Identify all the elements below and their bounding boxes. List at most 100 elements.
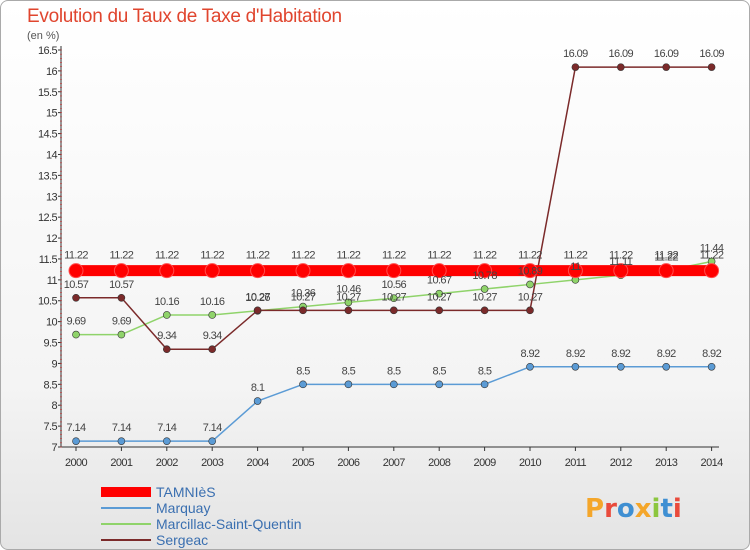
data-label: 10.27 <box>245 291 270 303</box>
data-label: 11.11 <box>609 256 632 268</box>
data-label: 11.22 <box>564 250 588 262</box>
legend-label: Marcillac-Saint-Quentin <box>156 516 302 532</box>
logo-letter: o <box>617 494 635 524</box>
data-label: 11.22 <box>246 250 270 262</box>
data-point <box>707 63 716 71</box>
data-point <box>526 306 534 315</box>
data-point <box>704 263 720 279</box>
data-point <box>480 306 489 315</box>
data-label: 10.36 <box>291 288 316 300</box>
data-label: 9.69 <box>112 316 131 328</box>
data-point <box>389 306 398 315</box>
y-tick-label: 16 <box>46 66 58 78</box>
data-point <box>208 311 216 319</box>
data-point <box>253 306 262 315</box>
data-label: 8.5 <box>387 365 401 377</box>
data-point <box>616 63 625 71</box>
data-label: 10.27 <box>336 291 361 303</box>
data-label: 10.89 <box>518 265 543 277</box>
data-label: 8.5 <box>478 365 492 377</box>
data-label: 10.16 <box>155 296 180 308</box>
data-point <box>72 330 80 339</box>
data-point <box>117 437 126 445</box>
data-point <box>526 362 534 371</box>
data-point <box>662 63 671 71</box>
data-label: 16.09 <box>609 48 634 60</box>
data-point <box>386 263 402 279</box>
data-label: 16.09 <box>563 48 588 60</box>
data-point <box>571 362 580 371</box>
y-tick-label: 16.5 <box>38 45 57 57</box>
x-tick-label: 2009 <box>474 457 497 469</box>
y-tick-label: 7 <box>51 442 57 454</box>
logo-letter: i <box>673 494 682 524</box>
data-label: 7.14 <box>157 422 176 434</box>
data-point <box>571 63 580 71</box>
data-point <box>163 311 171 319</box>
data-label: 8.5 <box>342 365 356 377</box>
data-label: 11.22 <box>654 250 678 262</box>
data-label: 7.14 <box>112 422 131 434</box>
data-label: 10.56 <box>382 279 407 291</box>
data-label: 11.22 <box>200 250 224 262</box>
data-label: 8.5 <box>432 365 446 377</box>
data-label: 10.27 <box>382 291 407 303</box>
y-tick-label: 13 <box>46 191 58 203</box>
data-point <box>522 263 538 279</box>
data-point <box>113 263 129 279</box>
y-axis-unit: (en %) <box>27 30 60 42</box>
data-point <box>707 362 716 371</box>
data-label: 11.22 <box>518 250 542 262</box>
y-tick-label: 10 <box>46 317 58 329</box>
data-point <box>340 263 356 279</box>
data-label: 10.27 <box>518 291 543 303</box>
data-label: 11.22 <box>427 250 451 262</box>
data-label: 7.14 <box>66 422 85 434</box>
data-point <box>204 263 220 279</box>
data-label: 10.27 <box>291 291 316 303</box>
data-point <box>526 280 534 289</box>
data-label: 8.92 <box>657 348 676 360</box>
data-point <box>344 306 353 315</box>
data-point <box>344 380 353 389</box>
data-point <box>208 345 216 354</box>
x-tick-label: 2014 <box>701 457 724 469</box>
y-tick-label: 12 <box>46 233 58 245</box>
data-label: 9.34 <box>203 330 222 342</box>
data-label: 10.27 <box>472 291 497 303</box>
data-label: 10.78 <box>472 270 497 282</box>
data-label: 8.92 <box>702 348 721 360</box>
data-point <box>208 437 216 445</box>
data-label: 10.57 <box>64 279 89 291</box>
data-label: 10.16 <box>200 296 225 308</box>
data-point <box>163 345 171 354</box>
y-tick-label: 15.5 <box>38 87 57 99</box>
x-tick-label: 2002 <box>156 457 179 469</box>
data-label: 8.92 <box>520 348 539 360</box>
data-label: 11.22 <box>609 250 633 262</box>
data-label: 11.22 <box>291 250 315 262</box>
data-point <box>480 380 489 389</box>
x-tick-label: 2003 <box>201 457 224 469</box>
proxiti-logo: Proxiti <box>585 494 682 524</box>
data-label: 11.22 <box>700 250 724 262</box>
x-tick-label: 2000 <box>65 457 88 469</box>
y-tick-label: 14.5 <box>38 129 57 141</box>
data-label: 11.22 <box>473 250 497 262</box>
data-label: 10.26 <box>245 292 270 304</box>
y-tick-label: 10.5 <box>38 296 57 308</box>
data-label: 8.92 <box>566 348 585 360</box>
y-tick-label: 15 <box>46 108 58 120</box>
data-point <box>435 289 444 298</box>
legend-label: Marquay <box>156 500 210 516</box>
data-label: 9.34 <box>157 330 176 342</box>
data-label: 11.22 <box>64 250 88 262</box>
data-point <box>299 380 307 389</box>
data-point <box>253 397 262 405</box>
logo-letter: r <box>604 494 617 524</box>
y-tick-label: 9.5 <box>44 338 58 350</box>
data-point <box>295 263 311 279</box>
y-tick-label: 14 <box>46 149 58 161</box>
